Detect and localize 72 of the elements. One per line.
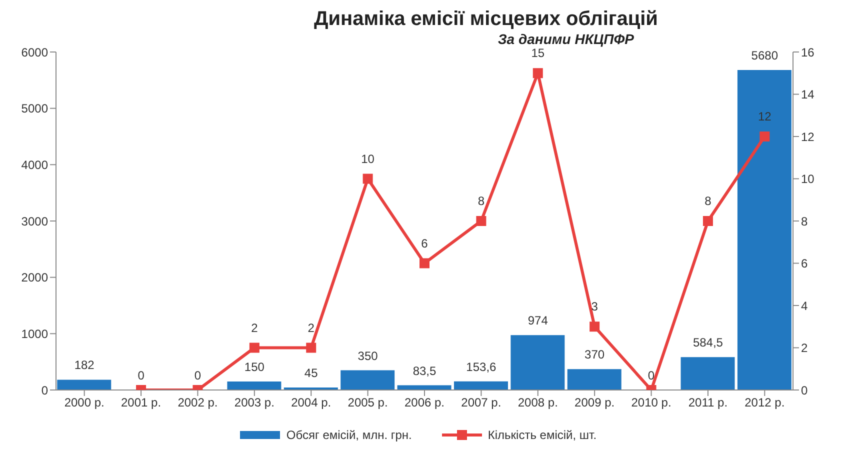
data-label: 8 [704, 194, 712, 208]
data-label: 6 [421, 236, 428, 250]
x-tick-label: 2003 р. [234, 396, 274, 410]
data-label: 0 [138, 368, 145, 382]
data-label: 5680 [751, 48, 778, 63]
y-tick-label: 4000 [21, 158, 48, 172]
chart-title: Динаміка емісії місцевих облігацій [313, 8, 659, 31]
y2-tick-label: 12 [801, 130, 815, 144]
bar [454, 381, 508, 390]
y-tick-label: 5000 [21, 102, 48, 116]
bar [57, 380, 112, 390]
x-tick-label: 2011 р. [688, 396, 728, 410]
y-tick-label: 0 [41, 383, 48, 398]
point [532, 68, 543, 78]
bar [340, 370, 395, 390]
x-tick-label: 2010 р. [631, 396, 672, 410]
point [590, 322, 600, 332]
x-tick-label: 2009 р. [574, 396, 615, 410]
data-label: 0 [648, 368, 655, 382]
x-tick-label: 2007 р. [461, 396, 502, 410]
y2-tick-label: 16 [801, 45, 815, 60]
y2-tick-label: 10 [801, 172, 815, 186]
data-label: 584,5 [692, 336, 724, 350]
x-tick-label: 2008 р. [518, 396, 558, 410]
bar [680, 357, 735, 390]
data-label: 370 [584, 348, 605, 362]
legend-label: Обсяг емісій, млн. грн. [285, 428, 412, 442]
data-label: 10 [361, 152, 375, 166]
y-tick-label: 3000 [21, 214, 48, 228]
bar [737, 70, 792, 390]
point [760, 132, 770, 142]
y2-tick-label: 4 [801, 298, 808, 313]
data-label: 3 [591, 300, 598, 314]
data-label: 182 [74, 358, 95, 372]
data-label: 150 [244, 360, 265, 374]
data-label: 0 [194, 368, 202, 382]
y-tick-label: 1000 [21, 326, 48, 341]
data-label: 83,5 [412, 364, 436, 378]
data-label: 15 [531, 46, 545, 60]
x-tick-label: 2000 р. [64, 396, 104, 410]
x-tick-label: 2002 р. [178, 396, 218, 410]
y2-tick-label: 8 [801, 214, 808, 228]
point [476, 216, 486, 226]
data-label: 2 [308, 320, 315, 335]
x-tick-label: 2001 р. [121, 396, 162, 410]
x-tick-label: 2004 р. [291, 396, 332, 410]
point [420, 258, 430, 268]
legend-label: Кількість емісій, шт. [486, 428, 597, 442]
data-label: 8 [478, 194, 485, 208]
data-label: 350 [358, 348, 378, 363]
x-tick-label: 2005 р. [348, 396, 388, 410]
bar [510, 335, 565, 390]
x-tick-label: 2012 р. [744, 396, 785, 410]
point [306, 342, 316, 353]
y-tick-label: 6000 [21, 45, 48, 60]
point [249, 342, 260, 353]
y-tick-label: 2000 [21, 270, 48, 285]
data-label: 2 [251, 320, 258, 335]
y2-tick-label: 6 [801, 256, 808, 271]
y2-tick-label: 14 [801, 88, 815, 102]
data-label: 12 [758, 110, 772, 124]
bar [567, 369, 622, 390]
x-tick-label: 2006 р. [404, 396, 445, 410]
y2-tick-label: 0 [801, 383, 808, 398]
point [362, 174, 373, 184]
data-label: 45 [304, 366, 318, 380]
bar [227, 382, 282, 390]
data-label: 153,6 [466, 360, 497, 374]
point [702, 216, 713, 226]
y2-tick-label: 2 [801, 341, 808, 356]
data-label: 974 [528, 314, 548, 328]
chart-subtitle: За даними НКЦПФР [496, 31, 635, 47]
